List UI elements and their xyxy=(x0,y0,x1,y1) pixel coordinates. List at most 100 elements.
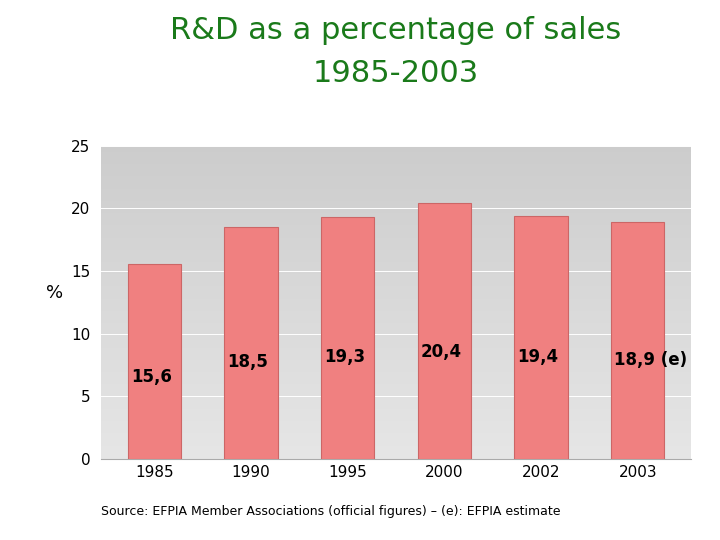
Bar xyxy=(101,175,691,177)
Bar xyxy=(101,168,691,169)
Bar xyxy=(101,256,691,257)
Bar xyxy=(101,234,691,235)
Bar xyxy=(101,179,691,180)
Bar xyxy=(101,298,691,299)
Bar xyxy=(101,451,691,453)
Bar xyxy=(101,448,691,449)
Bar xyxy=(101,152,691,153)
Bar xyxy=(101,375,691,376)
Bar xyxy=(101,246,691,247)
Bar xyxy=(101,163,691,164)
Bar xyxy=(611,222,665,459)
Bar xyxy=(101,266,691,267)
Bar xyxy=(101,363,691,365)
Bar xyxy=(101,357,691,359)
Bar xyxy=(101,387,691,388)
Bar xyxy=(101,435,691,436)
Bar xyxy=(101,300,691,301)
Bar xyxy=(101,444,691,445)
Bar xyxy=(101,430,691,431)
Bar xyxy=(101,283,691,284)
Bar xyxy=(101,251,691,252)
Bar xyxy=(101,454,691,455)
Bar xyxy=(101,161,691,163)
Text: 19,3: 19,3 xyxy=(324,348,365,367)
Bar xyxy=(101,296,691,298)
Bar xyxy=(101,280,691,281)
Bar xyxy=(101,239,691,240)
Bar xyxy=(101,360,691,361)
Bar xyxy=(101,306,691,307)
Bar xyxy=(101,228,691,229)
Bar xyxy=(101,441,691,442)
Bar xyxy=(101,225,691,227)
Bar xyxy=(101,210,691,211)
Bar xyxy=(101,165,691,167)
Bar xyxy=(101,354,691,355)
Bar xyxy=(101,158,691,159)
Bar xyxy=(101,195,691,196)
Bar xyxy=(101,217,691,218)
Bar xyxy=(101,173,691,174)
Bar xyxy=(101,151,691,152)
Bar xyxy=(101,245,691,246)
Bar xyxy=(101,150,691,151)
Bar xyxy=(101,323,691,325)
Text: R&D as a percentage of sales: R&D as a percentage of sales xyxy=(171,16,621,45)
Bar xyxy=(101,402,691,403)
Bar xyxy=(101,349,691,350)
Bar xyxy=(101,180,691,181)
Bar xyxy=(101,188,691,190)
Bar xyxy=(101,327,691,328)
Bar xyxy=(101,170,691,172)
Bar xyxy=(101,410,691,411)
Bar xyxy=(101,421,691,422)
Bar xyxy=(101,252,691,253)
Bar xyxy=(101,275,691,276)
Bar xyxy=(101,455,691,456)
Bar xyxy=(101,233,691,234)
Bar xyxy=(101,420,691,421)
Bar xyxy=(101,371,691,372)
Bar xyxy=(101,339,691,340)
Bar xyxy=(101,197,691,198)
Bar xyxy=(101,258,691,260)
Bar xyxy=(101,192,691,193)
Bar xyxy=(101,426,691,427)
Bar xyxy=(101,453,691,454)
Bar xyxy=(101,425,691,426)
Bar xyxy=(101,359,691,360)
Bar xyxy=(101,396,691,398)
Bar xyxy=(101,292,691,293)
Bar xyxy=(101,390,691,391)
Bar xyxy=(101,185,691,186)
Text: Source: EFPIA Member Associations (official figures) – (e): EFPIA estimate: Source: EFPIA Member Associations (offic… xyxy=(101,505,560,518)
Bar xyxy=(101,288,691,289)
Bar xyxy=(101,198,691,200)
Bar xyxy=(101,320,691,321)
Bar xyxy=(101,220,691,221)
Bar xyxy=(127,264,181,459)
Bar xyxy=(101,276,691,278)
Bar xyxy=(101,242,691,244)
Bar xyxy=(101,447,691,448)
Bar xyxy=(101,416,691,417)
Bar xyxy=(101,316,691,317)
Bar xyxy=(101,156,691,157)
Bar xyxy=(101,154,691,156)
Bar xyxy=(101,287,691,288)
Bar xyxy=(101,365,691,366)
Bar xyxy=(101,325,691,326)
Bar xyxy=(101,183,691,184)
Bar xyxy=(101,299,691,300)
Bar xyxy=(101,260,691,261)
Bar xyxy=(101,326,691,327)
Bar xyxy=(101,382,691,383)
Bar xyxy=(101,394,691,395)
Bar xyxy=(101,273,691,274)
Bar xyxy=(101,440,691,441)
Bar xyxy=(101,370,691,371)
Bar xyxy=(101,186,691,187)
Bar xyxy=(101,362,691,363)
Bar xyxy=(101,433,691,435)
